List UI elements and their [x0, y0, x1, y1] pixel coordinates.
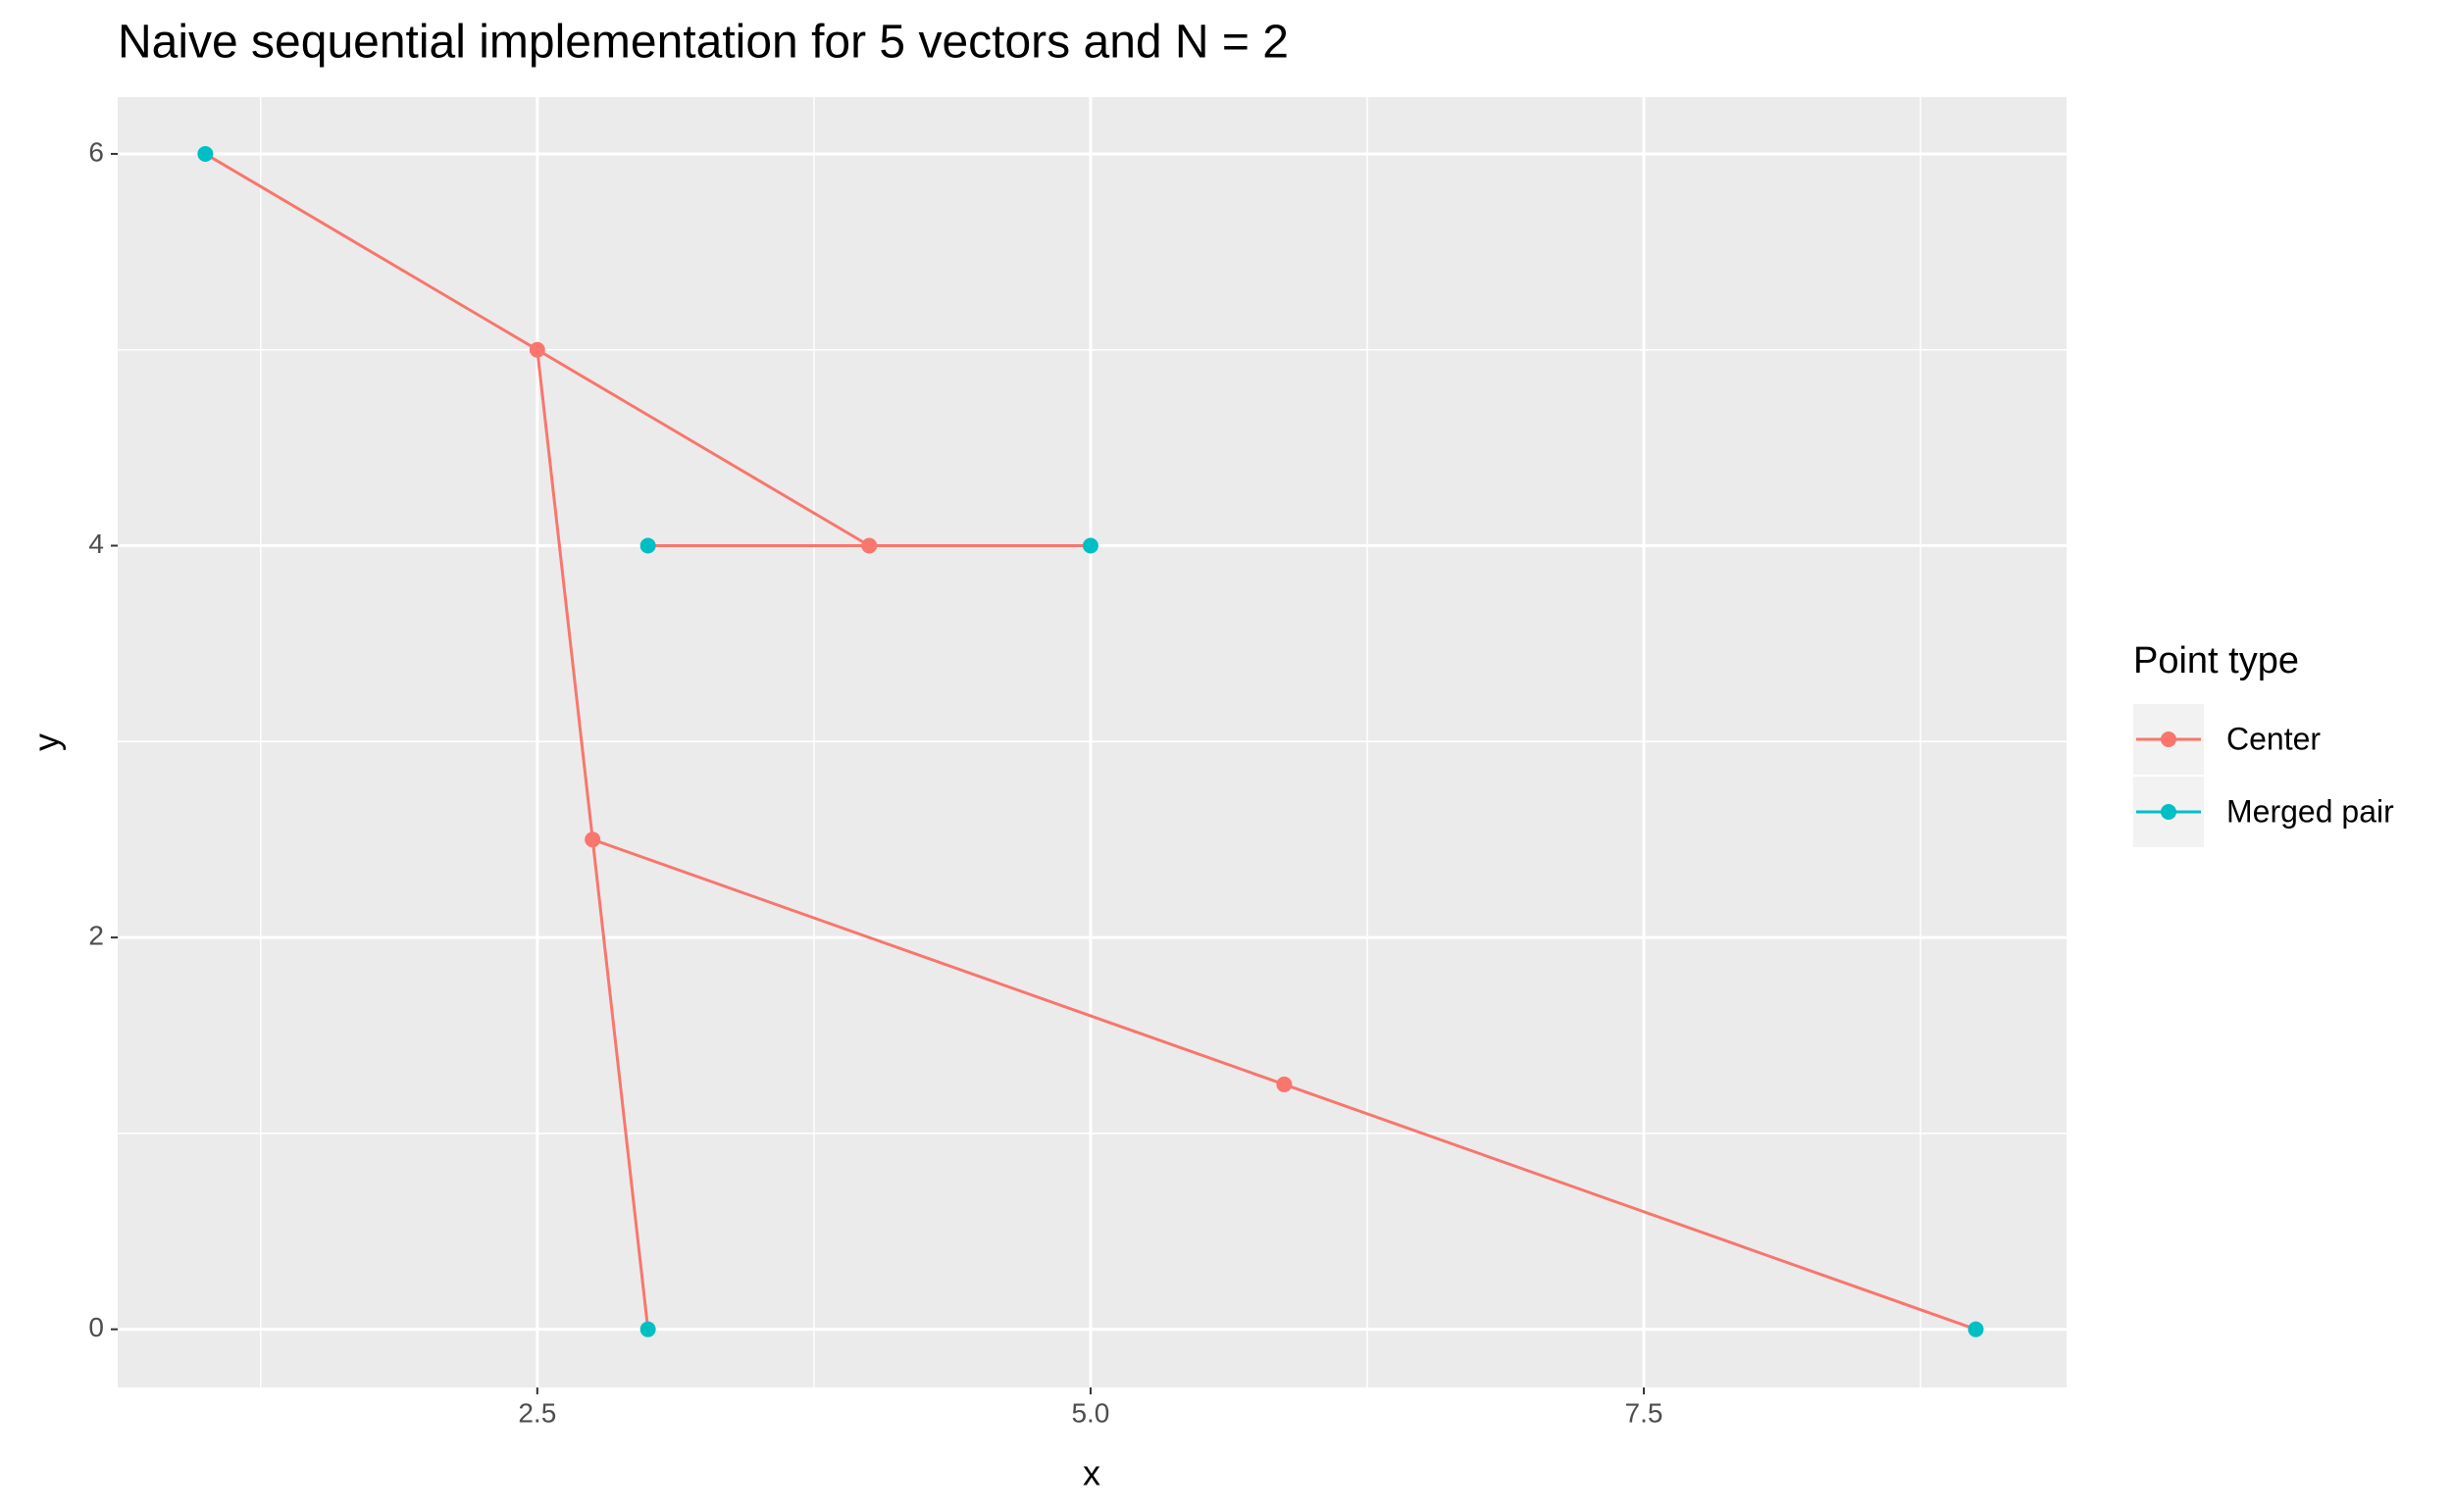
- point: [529, 341, 545, 358]
- y-axis-title: y: [26, 733, 67, 751]
- x-tick-label: 2.5: [518, 1397, 556, 1428]
- point: [197, 145, 214, 162]
- y-tick-label: 6: [88, 136, 104, 167]
- x-axis-title: x: [1083, 1453, 1100, 1493]
- legend-key-point: [2161, 731, 2176, 747]
- legend-label: Center: [2226, 721, 2321, 756]
- legend-label: Merged pair: [2226, 793, 2394, 829]
- point: [861, 537, 878, 554]
- point: [1967, 1321, 1984, 1337]
- y-tick-label: 4: [88, 529, 104, 559]
- point: [639, 537, 656, 554]
- chart-title: Naive sequential implementation for 5 ve…: [118, 17, 1289, 69]
- y-tick-label: 2: [88, 920, 104, 950]
- legend-title: Point type: [2133, 640, 2299, 681]
- point: [585, 832, 601, 848]
- legend-key-point: [2161, 804, 2176, 820]
- y-tick-label: 0: [88, 1312, 104, 1342]
- x-tick-label: 7.5: [1625, 1397, 1663, 1428]
- point: [1082, 537, 1098, 554]
- x-tick-label: 5.0: [1071, 1397, 1109, 1428]
- point: [639, 1321, 656, 1337]
- point: [1276, 1076, 1293, 1092]
